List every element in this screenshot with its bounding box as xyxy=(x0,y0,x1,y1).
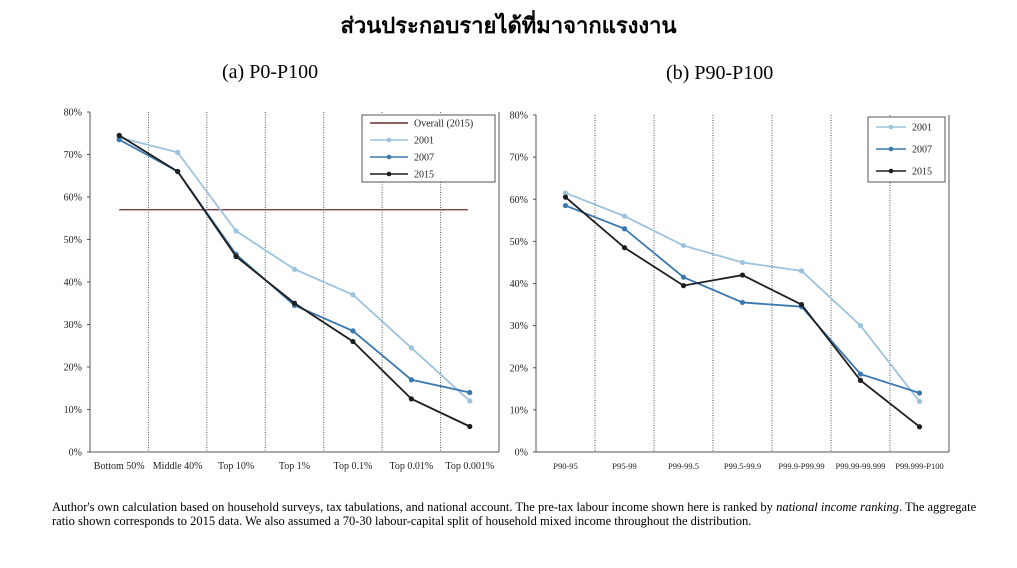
y-tick-label: 50% xyxy=(510,237,528,248)
series-2001-point xyxy=(916,398,923,405)
caption-text-1: Author's own calculation based on househ… xyxy=(52,500,777,514)
y-tick-label: 50% xyxy=(64,235,82,246)
y-tick-label: 60% xyxy=(64,193,82,204)
series-2015-point xyxy=(739,272,746,278)
y-tick-label: 40% xyxy=(64,278,82,289)
y-tick-label: 30% xyxy=(64,320,82,331)
figure-caption: Author's own calculation based on househ… xyxy=(52,500,982,528)
series-2007-line xyxy=(565,204,920,394)
x-tick-label: Top 1% xyxy=(279,461,310,472)
x-tick-label: Middle 40% xyxy=(153,461,203,472)
series-2007-point xyxy=(916,390,923,396)
x-tick-label: P99.5-99.9 xyxy=(724,461,761,471)
series-2001-point xyxy=(857,323,864,329)
legend-label: 2007 xyxy=(912,145,932,156)
x-tick-label: Bottom 50% xyxy=(94,461,145,472)
x-tick-label: Top 10% xyxy=(218,461,254,472)
x-tick-label: Top 0.01% xyxy=(389,461,433,472)
y-tick-label: 40% xyxy=(510,279,528,290)
series-2015-point xyxy=(116,132,122,138)
legend-marker xyxy=(888,124,894,130)
series-2015-line xyxy=(564,196,921,428)
y-tick-label: 20% xyxy=(64,363,82,374)
series-2015-point xyxy=(798,301,805,308)
legend-label: 2001 xyxy=(912,123,932,134)
chart-a-title: (a) P0-P100 xyxy=(222,61,319,83)
series-2007-point xyxy=(739,299,746,306)
y-tick-label: 30% xyxy=(510,321,528,332)
series-2001-line xyxy=(565,192,921,403)
y-tick-label: 0% xyxy=(515,448,528,459)
x-tick-label: P95-99 xyxy=(612,461,637,471)
series-2015-point xyxy=(291,300,298,306)
x-tick-label: P99.99-99.999 xyxy=(835,461,885,471)
series-2001-point xyxy=(233,228,239,234)
legend-label: Overall (2015) xyxy=(414,119,473,130)
series-2007-point xyxy=(467,389,473,396)
x-tick-label: P99.9-P99.99 xyxy=(778,461,824,471)
series-2015-point xyxy=(175,168,181,175)
series-2001-point xyxy=(467,398,473,404)
legend-label: 2015 xyxy=(414,170,434,181)
series-2015-point xyxy=(233,253,239,260)
series-2007-point xyxy=(350,328,356,334)
series-2001-point xyxy=(562,190,569,196)
series-2007-point xyxy=(621,226,628,232)
series-2001-point xyxy=(408,345,414,351)
y-tick-label: 20% xyxy=(510,363,528,374)
series-2015-point xyxy=(467,423,473,430)
legend-marker xyxy=(888,168,894,174)
series-2001-point xyxy=(621,213,628,219)
series-2001-point xyxy=(175,149,181,155)
y-tick-label: 70% xyxy=(64,150,82,161)
legend-marker xyxy=(386,154,392,160)
main-title: ส่วนประกอบรายได้ที่มาจากแรงงาน xyxy=(340,14,677,39)
x-tick-label: Top 0.001% xyxy=(445,461,494,472)
legend-label: 2015 xyxy=(912,167,932,178)
series-2007-point xyxy=(680,274,687,280)
series-2015-point xyxy=(857,377,864,383)
series-2001-point xyxy=(739,259,746,266)
legend-marker xyxy=(888,146,894,152)
chart-b-title: (b) P90-P100 xyxy=(666,62,774,84)
y-tick-label: 10% xyxy=(64,405,82,416)
series-2015-point xyxy=(350,338,356,345)
series-2001-point xyxy=(291,266,298,272)
series-2001-point xyxy=(350,292,356,298)
series-2007-point xyxy=(562,202,569,209)
series-2015-point xyxy=(680,283,687,289)
y-tick-label: 80% xyxy=(64,108,82,119)
series-2001-point xyxy=(798,268,805,274)
series-2001-point xyxy=(680,242,687,249)
series-2015-point xyxy=(562,194,569,200)
series-2007-point xyxy=(857,371,864,377)
series-2015-point xyxy=(408,396,414,402)
y-tick-label: 10% xyxy=(510,405,528,416)
x-tick-label: P99.999-P100 xyxy=(895,461,943,471)
series-2007-point xyxy=(116,137,122,143)
y-tick-label: 60% xyxy=(510,195,528,206)
series-2007-point xyxy=(408,377,414,383)
caption-italic: national income ranking xyxy=(776,500,899,514)
x-tick-label: P99-99.5 xyxy=(668,461,699,471)
y-tick-label: 80% xyxy=(510,111,528,122)
y-tick-label: 0% xyxy=(69,448,82,459)
x-tick-label: Top 0.1% xyxy=(334,461,373,472)
legend-label: 2007 xyxy=(414,153,434,164)
x-tick-label: P90-95 xyxy=(553,461,578,471)
caption-text-2: . The aggregate ratio shown corresponds … xyxy=(52,500,977,528)
series-2015-point xyxy=(916,424,923,430)
legend-marker xyxy=(386,171,392,177)
series-2015-point xyxy=(621,245,628,251)
legend-box xyxy=(361,114,496,183)
legend-label: 2001 xyxy=(414,136,434,147)
y-tick-label: 70% xyxy=(510,153,528,164)
legend-marker xyxy=(386,137,392,143)
